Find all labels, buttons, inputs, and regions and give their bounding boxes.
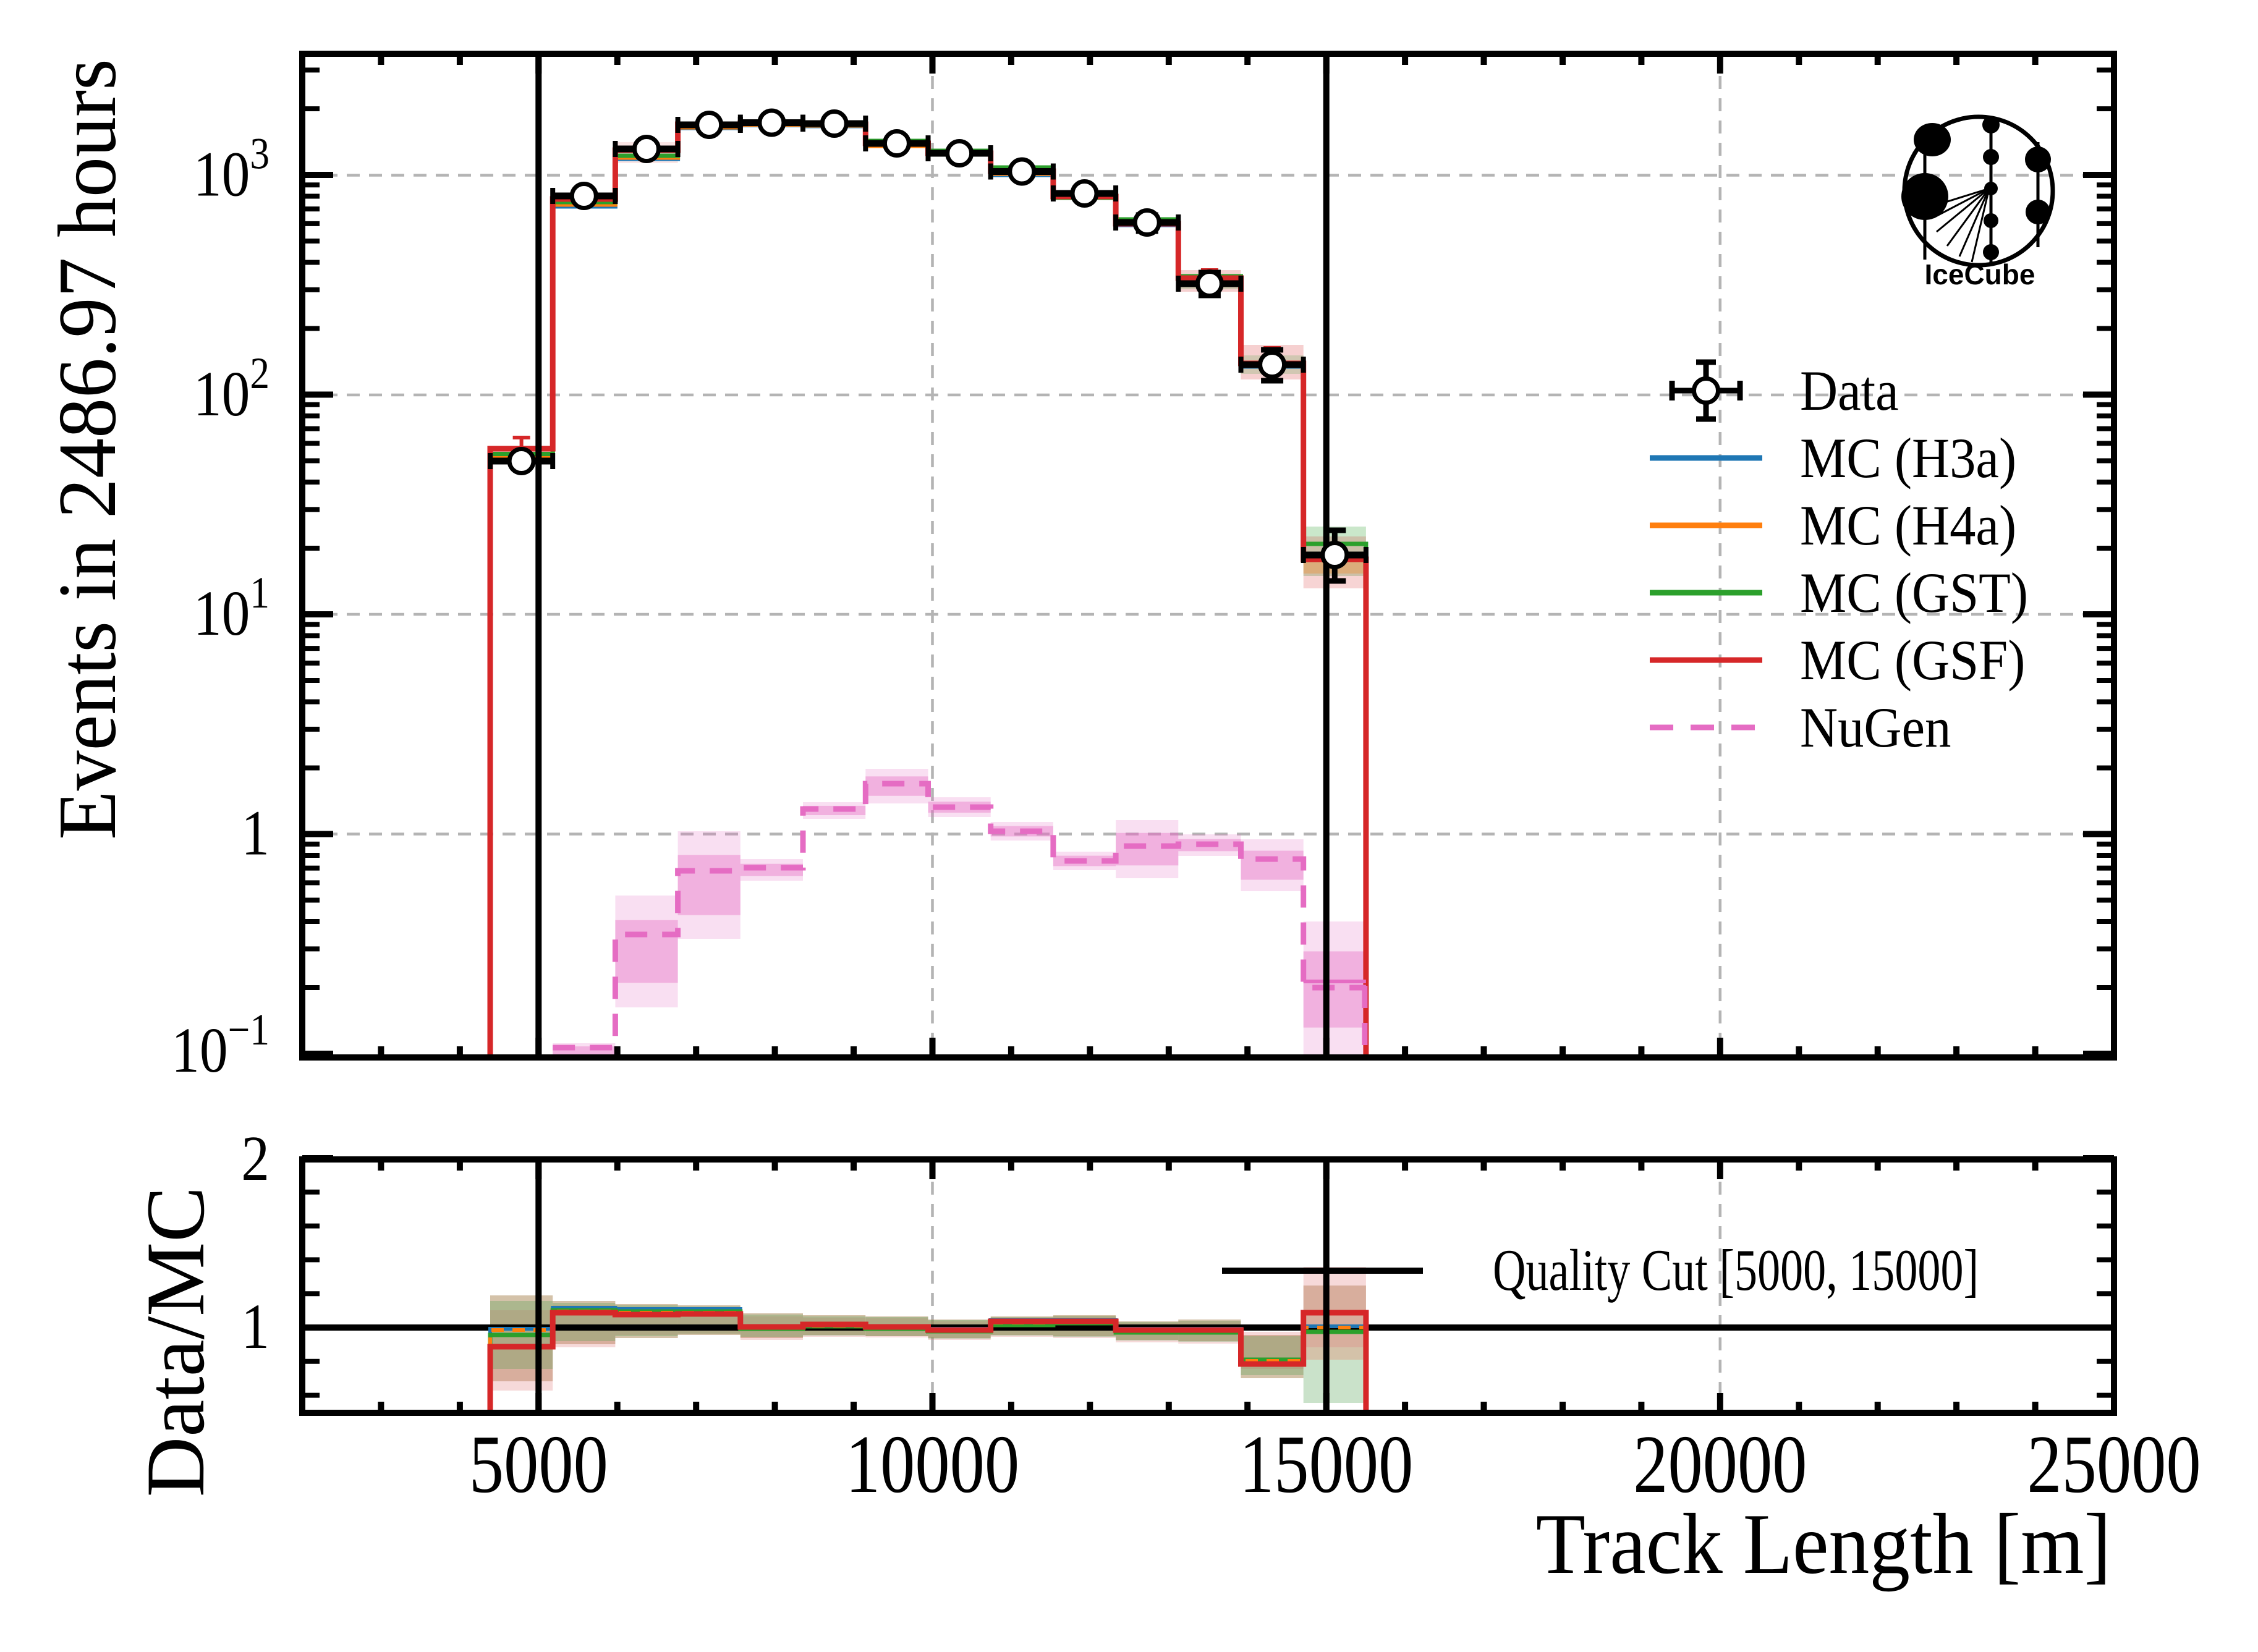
- svg-text:MC (GST): MC (GST): [1800, 562, 2028, 625]
- svg-text:NuGen: NuGen: [1800, 697, 1951, 760]
- svg-text:Quality Cut [5000, 15000]: Quality Cut [5000, 15000]: [1493, 1238, 1979, 1303]
- svg-text:Track Length [m]: Track Length [m]: [1536, 1496, 2112, 1592]
- svg-text:102: 102: [193, 349, 270, 430]
- svg-text:5000: 5000: [469, 1418, 608, 1510]
- svg-text:Data/MC: Data/MC: [130, 1187, 222, 1497]
- svg-text:15000: 15000: [1239, 1418, 1413, 1510]
- svg-text:25000: 25000: [2027, 1418, 2201, 1510]
- svg-text:10000: 10000: [846, 1418, 1019, 1510]
- svg-text:20000: 20000: [1633, 1418, 1807, 1510]
- svg-text:IceCube: IceCube: [1925, 258, 2035, 290]
- svg-text:2: 2: [241, 1124, 270, 1195]
- svg-text:1: 1: [241, 1292, 270, 1363]
- svg-text:MC (H3a): MC (H3a): [1800, 427, 2016, 490]
- svg-text:Data: Data: [1800, 360, 1899, 423]
- svg-text:MC (H4a): MC (H4a): [1800, 494, 2016, 557]
- svg-text:10−1: 10−1: [171, 1005, 270, 1086]
- svg-text:Events in 2486.97 hours: Events in 2486.97 hours: [41, 59, 133, 840]
- svg-text:1: 1: [241, 798, 270, 869]
- svg-text:MC (GSF): MC (GSF): [1800, 629, 2025, 692]
